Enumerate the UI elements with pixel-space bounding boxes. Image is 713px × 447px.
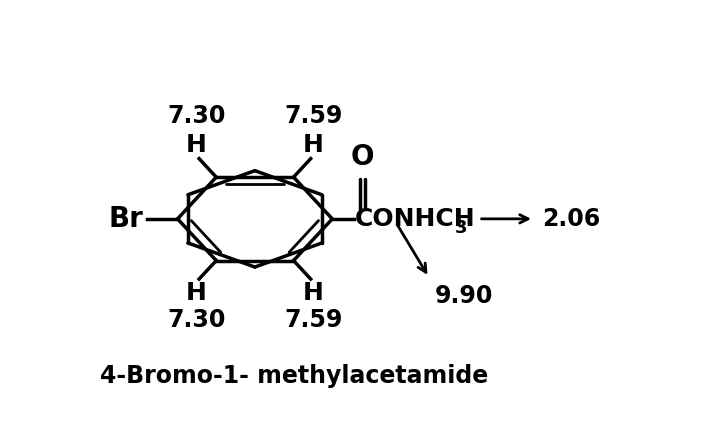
- Text: H: H: [186, 133, 207, 157]
- Text: 4-Bromo-1- methylacetamide: 4-Bromo-1- methylacetamide: [100, 363, 488, 388]
- Text: 3: 3: [455, 219, 468, 237]
- Text: O: O: [351, 143, 374, 171]
- Text: 9.90: 9.90: [434, 284, 493, 308]
- Text: 7.59: 7.59: [284, 104, 342, 127]
- Text: 2.06: 2.06: [543, 207, 600, 231]
- Text: CONHCH: CONHCH: [354, 207, 475, 231]
- Text: Br: Br: [108, 205, 143, 233]
- Text: H: H: [303, 133, 324, 157]
- Text: 7.59: 7.59: [284, 308, 342, 333]
- Text: H: H: [186, 281, 207, 305]
- Text: 7.30: 7.30: [168, 104, 226, 127]
- Text: H: H: [303, 281, 324, 305]
- Text: 7.30: 7.30: [168, 308, 226, 333]
